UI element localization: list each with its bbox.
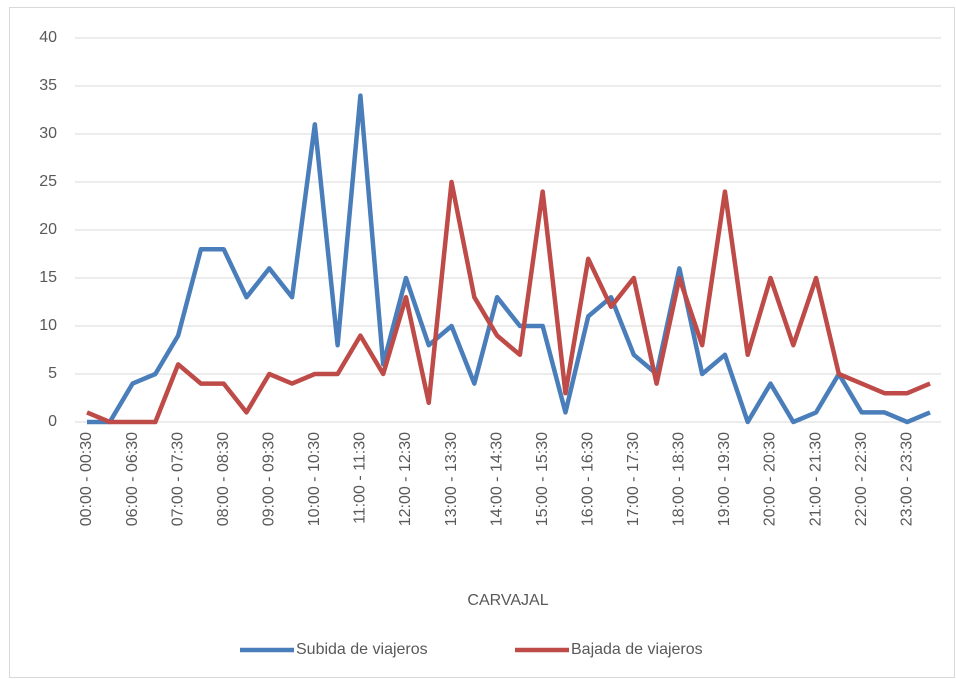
y-tick-label: 10 (39, 317, 57, 334)
x-tick-label: 06:00 - 06:30 (124, 432, 141, 526)
x-tick-label: 08:00 - 08:30 (215, 432, 232, 526)
y-tick-label: 40 (39, 29, 57, 46)
x-tick-label: 21:00 - 21:30 (807, 432, 824, 526)
y-tick-label: 20 (39, 221, 57, 238)
x-tick-label: 07:00 - 07:30 (169, 432, 186, 526)
y-tick-label: 5 (48, 365, 57, 382)
x-tick-label: 19:00 - 19:30 (716, 432, 733, 526)
legend-label: Subida de viajeros (296, 641, 428, 658)
series-line (87, 93, 931, 425)
y-tick-label: 0 (48, 413, 57, 430)
x-tick-label: 09:00 - 09:30 (260, 432, 277, 526)
x-tick-label: 13:00 - 13:30 (443, 432, 460, 526)
y-tick-label: 25 (39, 173, 57, 190)
x-tick-label: 11:00 - 11:30 (352, 432, 369, 524)
x-tick-label: 16:00 - 16:30 (579, 432, 596, 526)
x-tick-label: 15:00 - 15:30 (534, 432, 551, 526)
x-tick-label: 12:00 - 12:30 (397, 432, 414, 526)
series-line (86, 179, 931, 425)
chart-border (9, 7, 955, 678)
x-tick-label: 20:00 - 20:30 (762, 432, 779, 526)
x-tick-label: 10:00 - 10:30 (306, 432, 323, 526)
y-tick-label: 30 (39, 125, 57, 142)
x-tick-label: 18:00 - 18:30 (671, 432, 688, 526)
x-tick-label: 00:00 - 00:30 (78, 432, 95, 526)
x-tick-label: 22:00 - 22:30 (853, 432, 870, 526)
x-axis-title: CARVAJAL (467, 592, 548, 609)
y-tick-label: 35 (39, 77, 57, 94)
x-tick-label: 14:00 - 14:30 (488, 432, 505, 526)
legend-label: Bajada de viajeros (571, 641, 703, 658)
x-tick-label: 23:00 - 23:30 (898, 432, 915, 526)
x-tick-label: 17:00 - 17:30 (625, 432, 642, 526)
y-tick-label: 15 (39, 269, 57, 286)
